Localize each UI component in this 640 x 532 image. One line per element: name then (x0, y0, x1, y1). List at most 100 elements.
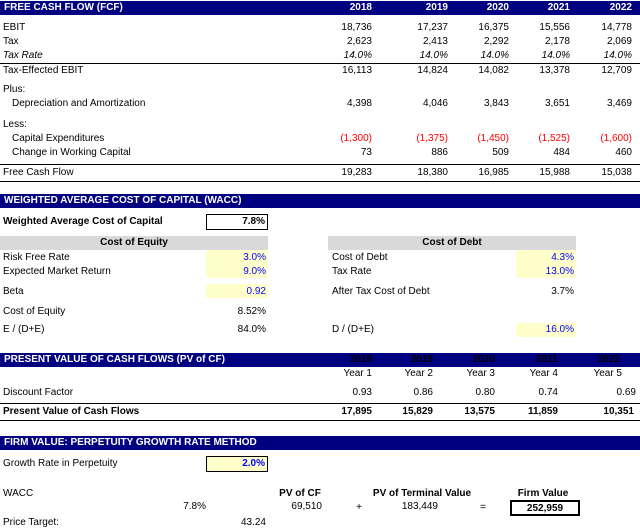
debt-weight-input[interactable]: 16.0% (545, 324, 574, 335)
fcf-year-header: 2020 (486, 2, 509, 13)
fv-wacc-value[interactable]: 7.8% (183, 501, 206, 512)
pv-year-header: 2018 (349, 354, 372, 365)
input-highlight (516, 250, 576, 278)
cost-of-equity-header: Cost of Equity (0, 236, 268, 250)
divider (0, 63, 640, 64)
cell[interactable]: 3,843 (483, 98, 509, 109)
cell[interactable]: 18,736 (341, 22, 372, 33)
cell[interactable]: 0.86 (413, 387, 433, 398)
cell[interactable]: (1,525) (538, 133, 570, 144)
after-tax-cost-of-debt-value[interactable]: 3.7% (551, 286, 574, 297)
risk-free-rate-label: Risk Free Rate (3, 252, 70, 263)
price-target-value[interactable]: 43.24 (240, 517, 266, 528)
expected-market-return-label: Expected Market Return (3, 266, 111, 277)
cell[interactable]: 16,375 (478, 22, 509, 33)
cell[interactable]: 13,575 (464, 406, 495, 417)
cell[interactable]: 0.74 (538, 387, 558, 398)
cell[interactable]: 13,378 (539, 65, 570, 76)
expected-market-return-input[interactable]: 9.0% (243, 266, 266, 277)
year-number: Year 3 (466, 368, 495, 379)
cell[interactable]: 0.69 (616, 387, 636, 398)
cell[interactable]: 19,283 (341, 167, 372, 178)
beta-input[interactable]: 0.92 (246, 286, 266, 297)
cell[interactable]: 18,380 (417, 167, 448, 178)
cell[interactable]: 14,824 (417, 65, 448, 76)
cell[interactable]: 15,556 (539, 22, 570, 33)
cell[interactable]: 509 (492, 147, 509, 158)
cost-of-debt-label: Cost of Debt (332, 252, 388, 263)
cell[interactable]: 2,292 (483, 36, 509, 47)
cost-of-debt-input[interactable]: 4.3% (551, 252, 574, 263)
fcf-year-header: 2018 (349, 2, 372, 13)
cell[interactable]: 4,046 (422, 98, 448, 109)
pv-terminal-value-value[interactable]: 183,449 (401, 501, 438, 512)
row-label: Tax Rate (3, 50, 43, 61)
cost-of-equity-value[interactable]: 8.52% (237, 306, 266, 317)
input-highlight (516, 323, 576, 337)
debt-tax-rate-input[interactable]: 13.0% (545, 266, 574, 277)
cell[interactable]: 3,651 (544, 98, 570, 109)
cell[interactable]: 16,113 (342, 65, 372, 76)
cell[interactable]: 2,623 (346, 36, 372, 47)
cell[interactable]: 0.80 (475, 387, 495, 398)
plus-label: Plus: (3, 84, 26, 95)
cell[interactable]: 2,178 (544, 36, 570, 47)
cell[interactable]: 15,829 (402, 406, 433, 417)
divider (0, 420, 640, 421)
cell[interactable]: 11,859 (527, 406, 558, 417)
risk-free-rate-input[interactable]: 3.0% (243, 252, 266, 263)
row-label: Free Cash Flow (3, 167, 74, 178)
cell[interactable]: (1,600) (600, 133, 632, 144)
cell[interactable]: 460 (615, 147, 632, 158)
cell[interactable]: 0.93 (352, 387, 372, 398)
cell[interactable]: 4,398 (346, 98, 372, 109)
cell[interactable]: 14.0% (541, 50, 570, 61)
cell[interactable]: 14.0% (480, 50, 509, 61)
firm-value-box[interactable]: 252,959 (510, 500, 580, 516)
cell[interactable]: 14,082 (478, 65, 509, 76)
cell[interactable]: 14,778 (601, 22, 632, 33)
cell[interactable]: 2,413 (422, 36, 448, 47)
cell[interactable]: 14.0% (419, 50, 448, 61)
firm-value-section-header: FIRM VALUE: PERPETUITY GROWTH RATE METHO… (0, 436, 640, 450)
equals-sign: = (480, 502, 486, 513)
cell[interactable]: 16,985 (478, 167, 509, 178)
cell[interactable]: 484 (553, 147, 570, 158)
cell[interactable]: 12,709 (601, 65, 632, 76)
pv-of-cf-header: PV of CF (279, 488, 321, 499)
year-number: Year 4 (529, 368, 558, 379)
cell[interactable]: (1,300) (340, 133, 372, 144)
pv-year-header: 2022 (597, 354, 620, 365)
cell[interactable]: (1,450) (477, 133, 509, 144)
price-target-label: Price Target: (3, 517, 59, 528)
input-highlight (206, 284, 268, 298)
cell[interactable]: 17,237 (417, 22, 448, 33)
plus-sign: + (356, 502, 362, 513)
cell[interactable]: 73 (360, 147, 372, 158)
wacc-value-box[interactable]: 7.8% (206, 214, 268, 230)
row-label: Tax (3, 36, 19, 47)
growth-rate-input: 2.0% (242, 458, 265, 469)
cost-of-equity-title: Cost of Equity (100, 237, 168, 248)
cell[interactable]: 15,988 (539, 167, 570, 178)
cell[interactable]: 15,038 (601, 167, 632, 178)
wacc-value: 7.8% (242, 216, 265, 227)
cell[interactable]: 14.0% (343, 50, 372, 61)
pv-year-header: 2019 (410, 354, 433, 365)
cell[interactable]: (1,375) (416, 133, 448, 144)
equity-weight-value[interactable]: 84.0% (237, 324, 266, 335)
cell[interactable]: 14.0% (603, 50, 632, 61)
cell[interactable]: 2,069 (606, 36, 632, 47)
year-number: Year 2 (404, 368, 433, 379)
year-number: Year 1 (343, 368, 372, 379)
wacc-label: Weighted Average Cost of Capital (3, 216, 163, 227)
cell[interactable]: 886 (431, 147, 448, 158)
fcf-section-header: FREE CASH FLOW (FCF) 2018 2019 2020 2021… (0, 1, 640, 15)
cell[interactable]: 17,895 (341, 406, 372, 417)
pv-of-cf-value[interactable]: 69,510 (291, 501, 322, 512)
row-label: Present Value of Cash Flows (3, 406, 140, 417)
cell[interactable]: 10,351 (603, 406, 634, 417)
growth-rate-box[interactable]: 2.0% (206, 456, 268, 472)
pv-section-header: PRESENT VALUE OF CASH FLOWS (PV of CF) (0, 353, 640, 367)
cell[interactable]: 3,469 (606, 98, 632, 109)
